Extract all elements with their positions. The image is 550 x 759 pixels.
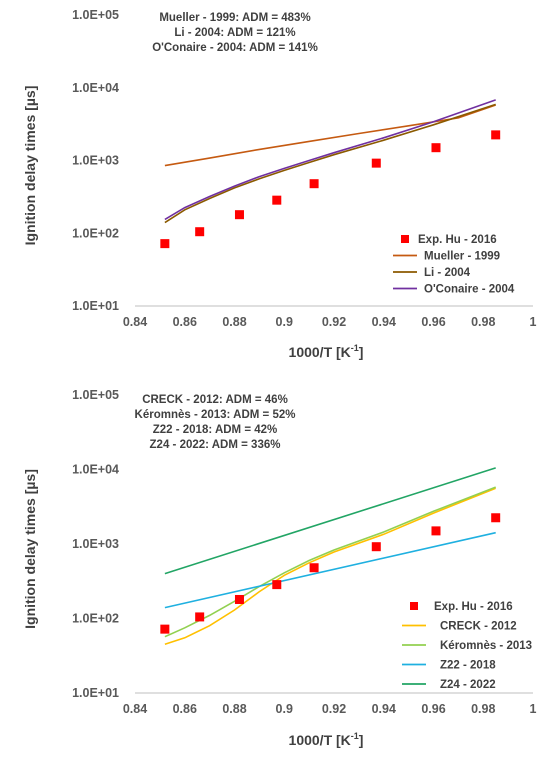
x-tick-label: 0.98 [471,702,495,716]
legend-label: Exp. Hu - 2016 [418,234,497,246]
y-tick-label: 1.0E+05 [72,8,119,22]
adm-annotation: CRECK - 2012: ADM = 46% [142,394,288,406]
legend-label: Exp. Hu - 2016 [434,601,513,613]
adm-annotation: Kéromnès - 2013: ADM = 52% [135,409,296,421]
data-point [234,210,244,220]
data-point [371,542,381,552]
chart-2: 0.84 0.86 0.88 0.9 0.92 0.94 0.96 0.98 1 1.0E+01 1… [22,388,537,748]
data-point [272,580,282,590]
data-point [160,239,170,249]
x-tick-label: 0.9 [276,702,293,716]
data-point [195,612,205,622]
data-point [160,624,170,634]
y-axis-title: Ignition delay times [µs] [22,469,38,629]
series-line [164,99,496,221]
y-tick-label: 1.0E+03 [72,154,119,168]
x-tick-label: 0.92 [322,702,346,716]
x-tick-label: 1 [530,315,537,329]
adm-annotation: Mueller - 1999: ADM = 483% [159,12,310,24]
x-axis-title: 1000/T [K-1] [289,731,364,748]
legend-marker [410,602,418,610]
y-tick-label: 1.0E+04 [72,81,119,95]
adm-annotation: Z22 - 2018: ADM = 42% [153,424,278,436]
y-tick-label: 1.0E+01 [72,299,119,313]
y-tick-label: 1.0E+04 [72,463,119,477]
data-point [371,158,381,168]
series-line [164,467,496,575]
x-tick-label: 0.88 [222,315,246,329]
x-tick-label: 0.84 [123,702,147,716]
x-tick-label: 0.9 [276,315,293,329]
series-line [164,103,496,224]
data-point [195,227,205,237]
x-tick-label: 0.96 [421,702,445,716]
y-tick-label: 1.0E+02 [72,226,119,240]
adm-annotation: O'Conaire - 2004: ADM = 141% [152,42,318,54]
y-tick-label: 1.0E+02 [72,612,119,626]
chart-1: 0.84 0.86 0.88 0.9 0.92 0.94 0.96 0.98 1 1.0E+01 1… [22,8,537,360]
data-point [491,513,501,523]
legend-label: Li - 2004 [424,267,471,279]
series-line [164,486,496,638]
x-tick-label: 0.86 [173,315,197,329]
legend-label: Mueller - 1999 [424,251,500,263]
y-tick-label: 1.0E+05 [72,388,119,402]
legend-label: O'Conaire - 2004 [424,284,515,296]
data-point [272,195,282,205]
y-tick-label: 1.0E+01 [72,686,119,700]
y-tick-label: 1.0E+03 [72,537,119,551]
adm-annotation: Li - 2004: ADM = 121% [174,27,295,39]
x-tick-label: 0.98 [471,315,495,329]
x-tick-label: 0.94 [372,315,396,329]
x-tick-label: 0.86 [173,702,197,716]
x-axis-title: 1000/T [K-1] [289,343,364,360]
legend-label: CRECK - 2012 [440,621,517,633]
series-line [164,487,496,646]
legend-label: Kéromnès - 2013 [440,640,532,652]
x-tick-label: 0.96 [421,315,445,329]
y-axis-title: Ignition delay times [µs] [22,86,38,246]
data-point [431,143,441,153]
legend-marker [401,235,409,243]
data-point [431,526,441,536]
data-point [309,563,319,573]
data-point [234,594,244,604]
legend-label: Z22 - 2018 [440,660,496,672]
x-tick-label: 1 [530,702,537,716]
x-tick-label: 0.88 [222,702,246,716]
data-point [309,179,319,189]
adm-annotation: Z24 - 2022: ADM = 336% [150,439,281,451]
x-tick-label: 0.94 [372,702,396,716]
series-line [164,531,496,609]
x-tick-label: 0.92 [322,315,346,329]
x-tick-label: 0.84 [123,315,147,329]
data-point [491,130,501,140]
legend-label: Z24 - 2022 [440,679,496,691]
